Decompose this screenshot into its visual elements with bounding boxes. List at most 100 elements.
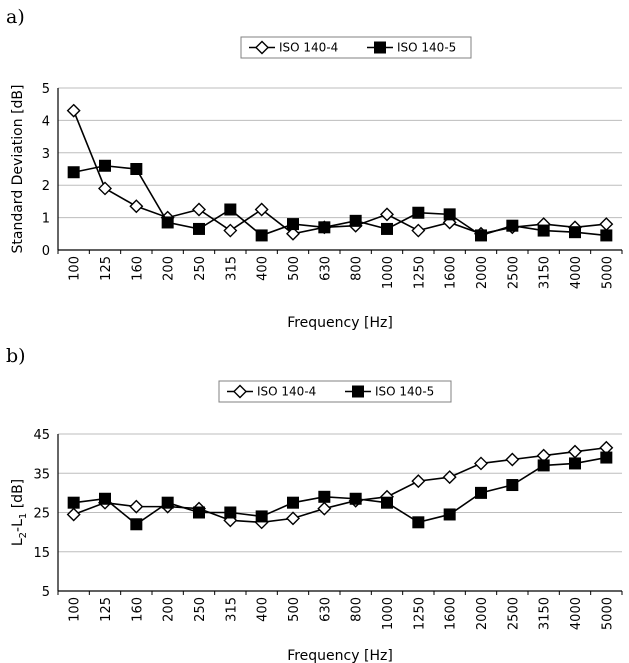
data-point-series-2 [287, 496, 299, 509]
data-point-series-2 [443, 508, 456, 521]
x-tick-label: 2000 [475, 597, 490, 630]
x-tick-label: 250 [193, 597, 208, 622]
data-point-series-2 [600, 451, 613, 464]
data-point-series-2 [349, 492, 362, 505]
data-point-series-2 [381, 222, 393, 235]
data-point-series-2 [381, 496, 393, 509]
x-tick-label: 3150 [538, 597, 553, 630]
series-line-2 [73, 164, 607, 237]
data-point-series-2 [569, 457, 581, 470]
data-point-series-2 [130, 518, 143, 531]
data-point-series-1 [286, 511, 300, 526]
data-point-series-2 [255, 510, 268, 523]
data-point-series-2 [99, 159, 111, 172]
x-tick-label: 250 [193, 256, 208, 281]
data-point-series-2 [67, 496, 80, 509]
legend-marker-2 [374, 41, 386, 54]
y-axis-title: Standard Deviation [dB] [10, 85, 26, 254]
x-tick-label: 2000 [475, 256, 490, 289]
y-axis-title-subscript: 1 [18, 513, 29, 519]
x-tick-label: 3150 [538, 256, 553, 289]
data-point-series-2 [537, 224, 550, 237]
x-tick-label: 500 [287, 256, 302, 281]
data-point-series-2 [130, 163, 143, 175]
y-tick-label: 0 [42, 244, 50, 259]
series-line-1 [73, 446, 607, 524]
x-tick-label: 1600 [444, 597, 459, 630]
data-point-series-2 [412, 206, 425, 219]
x-tick-label: 400 [256, 597, 271, 622]
y-axis-title: L2-L1 [dB] [10, 479, 29, 546]
x-tick-label: 630 [318, 256, 333, 281]
x-tick-label: 1250 [412, 256, 427, 289]
x-tick-label: 2500 [506, 256, 521, 289]
y-axis-title-part: [dB] [10, 479, 26, 513]
data-point-series-2 [224, 203, 237, 216]
data-point-series-2 [255, 229, 268, 242]
x-tick-label: 800 [350, 597, 365, 622]
x-tick-label: 315 [224, 256, 239, 281]
data-point-series-1 [505, 452, 520, 467]
data-point-series-2 [443, 208, 456, 221]
legend-box [240, 36, 472, 59]
x-tick-label: 5000 [600, 597, 615, 630]
legend-marker-2 [352, 385, 364, 398]
data-point-series-1 [223, 223, 238, 238]
x-tick-label: 100 [68, 597, 83, 622]
x-tick-label: 1000 [381, 597, 396, 630]
data-point-series-1 [568, 444, 582, 459]
x-tick-label: 100 [68, 256, 83, 281]
data-point-series-1 [98, 181, 112, 196]
y-tick-label: 25 [33, 507, 50, 522]
x-tick-label: 125 [99, 597, 114, 622]
x-tick-label: 500 [287, 597, 302, 622]
data-point-series-1 [66, 103, 81, 118]
y-tick-label: 5 [42, 585, 50, 600]
data-point-series-1 [442, 470, 457, 485]
y-tick-label: 35 [33, 467, 50, 482]
data-point-series-1 [411, 474, 426, 489]
panel-label-a: a) [6, 6, 25, 28]
x-tick-label: 4000 [569, 256, 584, 289]
data-point-series-1 [254, 202, 269, 217]
x-tick-label: 200 [162, 256, 177, 281]
data-point-series-1 [380, 207, 394, 222]
x-tick-label: 200 [162, 597, 177, 622]
data-point-series-1 [599, 217, 614, 232]
y-axis-title-part: -L [10, 519, 26, 532]
x-axis-title: Frequency [Hz] [287, 648, 393, 663]
x-tick-label: 315 [224, 597, 239, 622]
data-point-series-2 [287, 218, 299, 231]
data-point-series-2 [412, 516, 425, 529]
data-point-series-1 [66, 507, 81, 522]
data-point-series-2 [475, 486, 487, 499]
data-point-series-2 [569, 226, 581, 239]
y-tick-label: 45 [33, 428, 50, 443]
x-tick-label: 2500 [506, 597, 521, 630]
y-tick-label: 5 [42, 82, 50, 97]
data-point-series-2 [193, 222, 205, 235]
legend-label-1: ISO 140-4 [257, 385, 316, 399]
x-tick-label: 1250 [412, 597, 427, 630]
data-point-series-2 [224, 506, 237, 519]
data-point-series-2 [600, 229, 613, 242]
x-axis-title: Frequency [Hz] [287, 315, 393, 331]
y-axis-title-subscript: 2 [18, 532, 29, 538]
data-point-series-2 [161, 216, 174, 229]
x-tick-label: 5000 [600, 256, 615, 289]
data-point-series-1 [286, 226, 300, 241]
legend-marker-1 [255, 40, 269, 55]
x-tick-label: 1600 [444, 256, 459, 289]
y-tick-label: 3 [42, 147, 50, 162]
data-point-series-1 [411, 223, 426, 238]
data-point-series-1 [317, 501, 332, 516]
chart-a: 0 1 2 3 4 5 100 125 160 200 250 315 400 500 630 800 1000… [10, 36, 623, 331]
data-point-series-2 [318, 221, 331, 234]
x-tick-label: 160 [130, 256, 145, 281]
chart-b: 5 15 25 35 45 100 125 160 200 250 315 400 500 630 800 1… [10, 380, 623, 663]
data-point-series-2 [475, 229, 487, 242]
x-tick-label: 160 [130, 597, 145, 622]
panel-label-b: b) [6, 345, 26, 367]
data-point-series-2 [67, 166, 80, 179]
